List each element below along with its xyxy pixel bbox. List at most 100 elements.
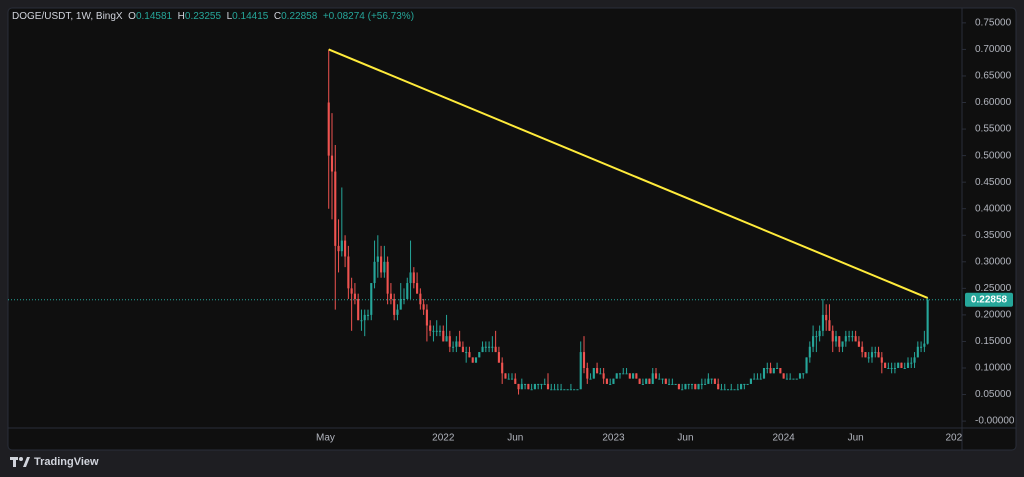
candle-body — [527, 383, 530, 390]
candle-body — [586, 368, 589, 379]
ohlc-label: H — [177, 11, 185, 22]
candle-body — [828, 320, 831, 331]
candle-body — [383, 261, 386, 273]
candle-body — [524, 383, 527, 385]
candle-body — [900, 362, 903, 368]
candle-body — [720, 389, 723, 391]
candle-body — [854, 336, 857, 342]
candle-body — [481, 346, 484, 353]
candle-body — [861, 346, 864, 353]
candle-body — [766, 368, 769, 369]
candle-body — [592, 368, 595, 379]
candle-body — [717, 383, 720, 390]
candle-body — [494, 346, 497, 353]
candle-body — [920, 346, 923, 348]
ohlc-value: 0.22858 — [281, 11, 318, 22]
candle-body — [890, 368, 893, 369]
footer: TradingView — [10, 456, 99, 468]
candle-body — [461, 346, 464, 353]
candle-body — [563, 389, 566, 391]
candle-body — [906, 362, 910, 368]
candle-body — [635, 373, 638, 379]
x-tick-label: Jun — [848, 433, 864, 444]
candle-body — [406, 283, 409, 299]
candle-body — [681, 389, 684, 391]
x-tick-label: 2022 — [432, 433, 455, 444]
candle-body — [327, 102, 330, 156]
candle-body — [491, 346, 494, 348]
candle-body — [641, 383, 644, 385]
candle-body — [638, 378, 641, 384]
candle-body — [576, 389, 579, 391]
last-price-tag — [965, 292, 1013, 307]
candle-body — [726, 389, 730, 391]
candle-body — [848, 336, 851, 338]
chart-panel — [7, 7, 1017, 451]
candle-body — [645, 378, 648, 384]
candle-body — [795, 378, 798, 380]
candle-body — [350, 288, 353, 294]
candle-body — [897, 362, 900, 368]
candle-body — [671, 383, 674, 385]
candle-body — [838, 336, 841, 347]
candle-body — [677, 383, 680, 390]
candle-body — [386, 261, 389, 294]
candle-body — [442, 330, 445, 342]
candle-body — [615, 373, 618, 379]
ohlc-label: O — [128, 11, 136, 22]
candle-body — [507, 378, 510, 380]
ohlc-label: C — [273, 11, 282, 22]
candle-body — [569, 389, 572, 391]
candle-body — [844, 336, 847, 342]
candle-body — [664, 378, 667, 384]
candle-body — [596, 368, 599, 374]
brand-name[interactable]: TradingView — [34, 456, 99, 468]
candle-body — [628, 373, 631, 379]
candle-body — [396, 309, 399, 315]
y-tick-label: 0.70000 — [975, 44, 1012, 55]
y-tick-label: 0.30000 — [975, 256, 1012, 267]
candle-body — [658, 378, 661, 380]
candle-body — [684, 383, 687, 390]
candle-body — [746, 383, 749, 385]
candle-body — [357, 298, 360, 321]
last-price-label: 0.22858 — [971, 294, 1008, 305]
candle-body — [504, 373, 507, 379]
candle-body — [654, 373, 658, 379]
candle-body — [694, 383, 697, 390]
candle-body — [448, 336, 451, 347]
y-tick-label: 0.25000 — [975, 283, 1012, 294]
candle-body — [753, 378, 756, 380]
candle-body — [550, 389, 553, 391]
candle-body — [573, 389, 576, 391]
candle-body — [376, 256, 379, 262]
y-tick-label: 0.50000 — [975, 150, 1012, 161]
candle-body — [373, 261, 376, 284]
candle-body — [743, 383, 746, 385]
symbol: DOGE/USDT, 1W, BingX — [12, 11, 123, 22]
x-tick-label: 2024 — [773, 433, 796, 444]
candle-body — [429, 325, 432, 331]
candle-body — [880, 357, 883, 363]
candle-body — [808, 346, 811, 358]
ohlc-value: 0.14415 — [232, 11, 269, 22]
ohlc-value: 0.14581 — [135, 11, 173, 22]
candle-body — [707, 378, 710, 384]
candle-body — [533, 383, 536, 390]
candle-body — [465, 352, 468, 354]
candle-body — [805, 357, 808, 374]
candle-body — [612, 378, 615, 384]
candle-body — [818, 330, 821, 337]
x-tick-label: 202 — [945, 433, 962, 444]
candle-body — [435, 330, 438, 332]
candle-body — [389, 293, 392, 299]
candle-body — [870, 352, 874, 358]
candle-body — [514, 378, 517, 384]
candle-body — [625, 373, 628, 375]
candle-body — [779, 368, 782, 374]
candle-body — [674, 383, 677, 385]
y-tick-label: 0.20000 — [975, 310, 1012, 321]
candle-body — [857, 341, 860, 347]
candle-body — [438, 330, 442, 332]
candle-body — [501, 362, 504, 374]
